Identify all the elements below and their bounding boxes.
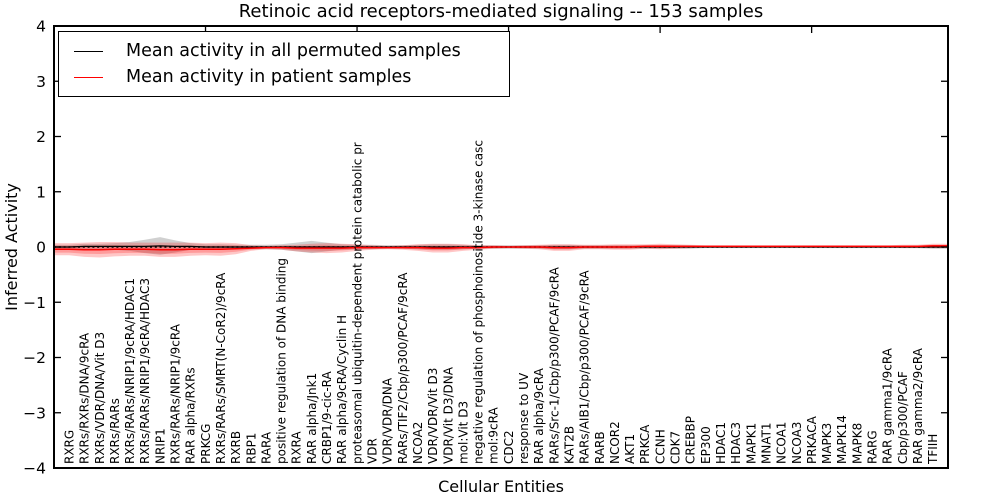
x-category-label: VDR/Vit D3/DNA [441, 366, 455, 464]
legend-label-permuted: Mean activity in all permuted samples [126, 41, 461, 61]
x-category-label: HDAC3 [729, 422, 743, 464]
x-category-label: RAR gamma1/9cRA [881, 347, 895, 464]
x-category-label: RARs/TIF2/Cbp/p300/PCAF/9cRA [396, 272, 410, 464]
permuted-spread-band [54, 237, 948, 255]
x-category-label: CRBP1/9-cic-RA [320, 370, 334, 464]
x-category-label: PRKCG [199, 424, 213, 464]
x-category-label: response to UV [517, 372, 531, 464]
x-category-label: MAPK3 [820, 423, 834, 464]
y-tick-label: 1 [36, 183, 46, 201]
patient-line-swatch-icon [74, 76, 103, 78]
x-category-label: PRKCA [638, 424, 652, 464]
x-category-label: NCOA1 [775, 422, 789, 464]
x-category-label: RXRs/RXRs/DNA/9cRA [78, 332, 92, 464]
x-category-label: VDR/VDR/Vit D3 [426, 368, 440, 464]
x-category-label: mol:Vit D3 [456, 401, 470, 464]
x-category-label: PRKACA [805, 415, 819, 464]
x-category-label: proteasomal ubiquitin-dependent protein … [350, 142, 364, 464]
x-category-label: CREBBP [684, 416, 698, 464]
mean-patient-line [54, 245, 948, 251]
plot-border [53, 25, 949, 469]
x-category-label: KAT2B [563, 426, 577, 464]
x-category-label: RXRG [63, 430, 77, 464]
x-category-label: RBP1 [244, 433, 258, 464]
x-category-label: CCNH [653, 429, 667, 464]
x-category-label: MAPK14 [835, 415, 849, 464]
x-category-label: MAPK1 [744, 423, 758, 464]
x-category-label: CDK7 [669, 431, 683, 464]
chart-title: Retinoic acid receptors-mediated signali… [238, 1, 764, 22]
x-category-label: TFIIH [926, 434, 940, 465]
x-category-label: MNAT1 [760, 422, 774, 464]
x-category-label: NRIP1 [153, 428, 167, 464]
x-category-label: mol:9cRA [487, 407, 501, 464]
y-tick-label: 2 [36, 128, 46, 146]
permuted-line-swatch-icon [74, 50, 103, 52]
legend-item-patient: Mean activity in patient samples [74, 64, 509, 90]
x-category-label: negative regulation of phosphoinositide … [472, 140, 486, 464]
y-tick-label: −3 [23, 404, 46, 422]
x-category-label: RXRA [290, 431, 304, 464]
x-category-label: VDR/VDR/DNA [381, 377, 395, 464]
x-category-label: HDAC1 [714, 422, 728, 464]
x-category-label: RAR gamma2/9cRA [911, 347, 925, 464]
legend-label-patient: Mean activity in patient samples [126, 67, 412, 87]
x-category-label: NCOA2 [411, 422, 425, 464]
x-category-label: AKT1 [623, 434, 637, 464]
x-category-label: RARs/AIB1/Cbp/p300/PCAF/9cRA [578, 270, 592, 464]
y-tick-label: 3 [36, 73, 46, 91]
x-category-label: RXRs/RARs/NRIP1/9cRA/HDAC1 [123, 278, 137, 464]
x-category-label: VDR [366, 438, 380, 464]
x-category-label: RXRs/RARs [108, 398, 122, 464]
x-category-label: RXRs/RARs/NRIP1/9cRA [169, 323, 183, 464]
y-tick-label: 0 [36, 239, 46, 257]
x-category-label: RARG [866, 430, 880, 464]
x-category-label: RARB [593, 431, 607, 464]
x-category-label: RAR alpha/RXRs [184, 367, 198, 464]
x-category-label: RXRs/VDR/DNA/Vit D3 [93, 332, 107, 464]
x-category-label: NCOR2 [608, 421, 622, 464]
x-category-label: RXRs/RARs/SMRT(N-CoR2)/9cRA [214, 272, 228, 464]
x-category-label: RARA [259, 431, 273, 464]
legend-item-permuted: Mean activity in all permuted samples [74, 38, 509, 64]
y-tick-label: −1 [23, 294, 46, 312]
x-category-label: RAR alpha/Jnk1 [305, 373, 319, 464]
y-tick-label: 4 [36, 18, 46, 36]
x-category-label: MAPK8 [850, 423, 864, 464]
y-tick-label: −2 [23, 349, 46, 367]
legend: Mean activity in all permuted samples Me… [58, 31, 510, 97]
x-category-label: RAR alpha/9cRA/Cyclin H [335, 315, 349, 464]
x-category-label: RXRB [229, 431, 243, 464]
x-category-label: Cbp/p300/PCAF [896, 371, 910, 464]
x-category-label: positive regulation of DNA binding [275, 258, 289, 464]
x-category-label: CDC2 [502, 430, 516, 464]
x-category-label: NCOA3 [790, 422, 804, 464]
x-category-label: EP300 [699, 426, 713, 464]
x-axis-label: Cellular Entities [438, 477, 564, 496]
y-tick-label: −4 [23, 460, 46, 478]
x-category-label: RXRs/RARs/NRIP1/9cRA/HDAC3 [138, 278, 152, 464]
x-category-label: RARs/Src-1/Cbp/p300/PCAF/9cRA [547, 266, 561, 464]
x-category-label: RAR alpha/9cRA [532, 367, 546, 464]
